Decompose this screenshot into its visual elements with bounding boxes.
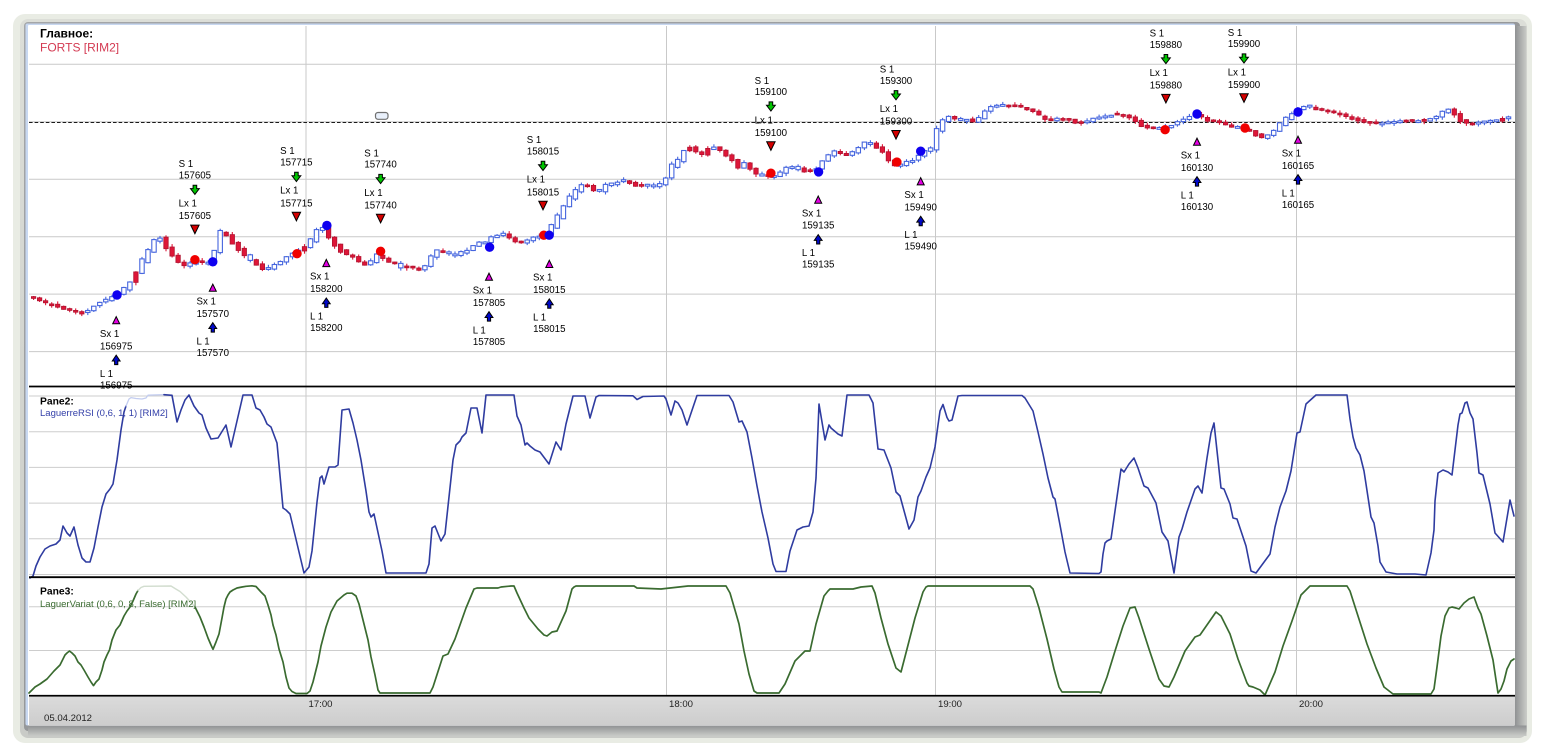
svg-text:157805: 157805	[473, 337, 505, 348]
svg-text:L 1: L 1	[310, 312, 323, 323]
svg-text:160165: 160165	[1282, 200, 1314, 211]
svg-text:L 1: L 1	[904, 230, 917, 241]
svg-text:158200: 158200	[310, 284, 343, 295]
svg-text:S 1: S 1	[280, 146, 295, 157]
svg-text:158015: 158015	[527, 187, 559, 198]
svg-text:LaguerreRSI (0,6, 1, 1) [RIM2]: LaguerreRSI (0,6, 1, 1) [RIM2]	[40, 408, 168, 419]
svg-text:157715: 157715	[280, 158, 312, 169]
svg-text:159135: 159135	[802, 221, 834, 232]
svg-text:05.04.2012: 05.04.2012	[44, 713, 92, 724]
svg-text:Sx 1: Sx 1	[904, 190, 923, 201]
svg-text:20:00: 20:00	[1299, 699, 1323, 710]
svg-text:Sx 1: Sx 1	[197, 296, 216, 307]
svg-text:Sx 1: Sx 1	[1181, 150, 1200, 161]
svg-text:S 1: S 1	[527, 135, 542, 146]
svg-text:Lx 1: Lx 1	[755, 115, 773, 126]
svg-text:L 1: L 1	[473, 325, 486, 336]
svg-text:Sx 1: Sx 1	[473, 285, 492, 296]
svg-text:159490: 159490	[905, 241, 938, 252]
svg-text:Lx 1: Lx 1	[179, 199, 197, 210]
svg-text:L 1: L 1	[100, 369, 113, 380]
svg-text:160130: 160130	[1181, 202, 1214, 213]
svg-text:LaguerVariat (0,6, 0, 8, False: LaguerVariat (0,6, 0, 8, False) [RIM2]	[40, 599, 196, 610]
svg-text:Lx 1: Lx 1	[280, 186, 298, 197]
svg-text:157805: 157805	[473, 298, 505, 309]
svg-text:Главное:: Главное:	[40, 27, 93, 41]
svg-text:L 1: L 1	[802, 248, 815, 259]
svg-text:FORTS [RIM2]: FORTS [RIM2]	[40, 41, 119, 55]
svg-text:157715: 157715	[280, 198, 312, 209]
svg-text:158200: 158200	[310, 323, 343, 334]
svg-text:159100: 159100	[755, 87, 788, 98]
svg-text:L 1: L 1	[533, 313, 546, 324]
svg-text:S 1: S 1	[1150, 28, 1165, 39]
svg-text:159900: 159900	[1228, 39, 1261, 50]
svg-text:19:00: 19:00	[938, 699, 962, 710]
svg-text:17:00: 17:00	[308, 699, 332, 710]
svg-text:159900: 159900	[1228, 80, 1261, 91]
svg-text:157570: 157570	[197, 348, 230, 359]
svg-text:156975: 156975	[100, 380, 132, 391]
svg-text:159135: 159135	[802, 260, 834, 271]
svg-text:156975: 156975	[100, 341, 132, 352]
svg-text:159100: 159100	[755, 128, 788, 139]
svg-text:S 1: S 1	[364, 148, 379, 159]
svg-text:158015: 158015	[533, 285, 565, 296]
svg-text:L 1: L 1	[1181, 190, 1194, 201]
svg-text:157605: 157605	[179, 211, 211, 222]
svg-text:Lx 1: Lx 1	[1228, 67, 1246, 78]
svg-text:S 1: S 1	[755, 76, 770, 87]
svg-text:Pane3:: Pane3:	[40, 587, 74, 598]
svg-text:Lx 1: Lx 1	[364, 188, 382, 199]
svg-text:S 1: S 1	[1228, 28, 1243, 39]
svg-text:157570: 157570	[197, 309, 230, 320]
svg-text:158015: 158015	[533, 324, 565, 335]
svg-text:157740: 157740	[364, 200, 397, 211]
svg-text:159300: 159300	[880, 117, 913, 128]
svg-text:Lx 1: Lx 1	[527, 175, 545, 186]
svg-text:157605: 157605	[179, 171, 211, 182]
svg-text:157740: 157740	[364, 160, 397, 171]
svg-text:159300: 159300	[880, 76, 913, 87]
svg-text:Sx 1: Sx 1	[100, 329, 119, 340]
svg-text:158015: 158015	[527, 147, 559, 158]
svg-text:18:00: 18:00	[669, 699, 693, 710]
svg-text:160165: 160165	[1282, 161, 1314, 172]
svg-text:Sx 1: Sx 1	[1282, 148, 1301, 159]
svg-text:Lx 1: Lx 1	[1150, 68, 1168, 79]
svg-text:S 1: S 1	[179, 159, 194, 170]
svg-text:Sx 1: Sx 1	[533, 273, 552, 284]
svg-text:Sx 1: Sx 1	[802, 208, 821, 219]
svg-text:S 1: S 1	[880, 65, 895, 76]
svg-text:160130: 160130	[1181, 163, 1214, 174]
svg-text:Pane2:: Pane2:	[40, 396, 74, 407]
svg-text:L 1: L 1	[1282, 188, 1295, 199]
svg-text:Sx 1: Sx 1	[310, 272, 329, 283]
svg-text:L 1: L 1	[197, 336, 210, 347]
svg-text:159880: 159880	[1150, 81, 1183, 92]
svg-text:Lx 1: Lx 1	[880, 104, 898, 115]
svg-text:159880: 159880	[1150, 40, 1183, 51]
svg-text:159490: 159490	[905, 202, 938, 213]
